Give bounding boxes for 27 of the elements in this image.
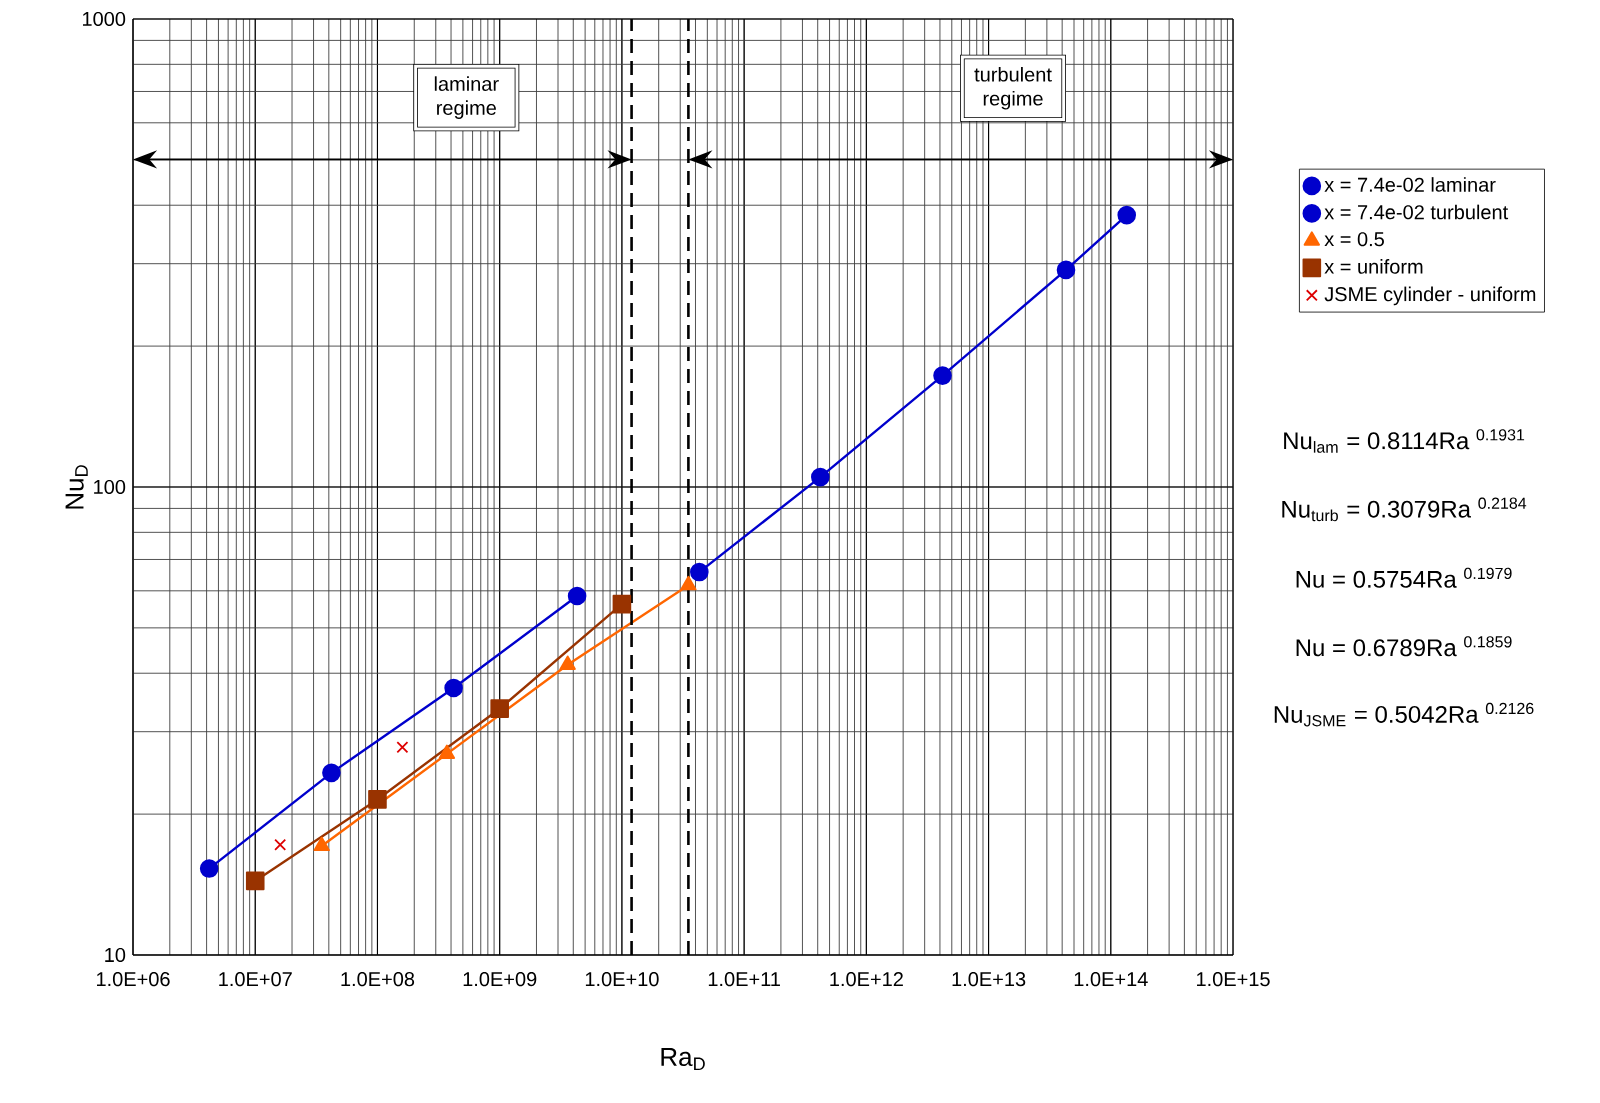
legend-label: JSME cylinder - uniform: [1324, 286, 1536, 306]
y-tick-label: 1000: [82, 11, 126, 27]
x-tick-label: 1.0E+14: [1074, 972, 1148, 987]
text: Nu = 0.6789Ra $^{0.1859}$: [1296, 636, 1512, 657]
y-tick-label: 10: [105, 947, 126, 963]
x-tick-label: 1.0E+10: [585, 972, 659, 987]
text: Nu$_{lam}$ = 0.8114Ra $^{0.1931}$: [1284, 429, 1525, 453]
x-tick-label: 1.0E+11: [708, 972, 780, 987]
legend-label: x = 7.4e-02 laminar: [1324, 177, 1496, 192]
y-axis-title: Nu$_{D}$: [65, 465, 88, 509]
x-tick-label: 1.0E+09: [463, 972, 537, 987]
x-tick-label: 1.0E+12: [830, 972, 903, 987]
annotation: turbulent regime: [974, 66, 1052, 110]
legend-label: x = 0.5: [1324, 232, 1384, 247]
text: Nu$_{JSME}$ = 0.5042Ra $^{0.2126}$: [1274, 702, 1534, 727]
legend-label: x = 7.4e-02 turbulent: [1324, 204, 1509, 220]
x-tick-label: 1.0E+13: [952, 972, 1026, 987]
x-tick-label: 1.0E+08: [341, 972, 415, 987]
x-tick-label: 1.0E+15: [1197, 972, 1270, 987]
y-tick-label: 100: [94, 479, 126, 495]
x-axis-title: Ra$_{D}$: [661, 1047, 705, 1071]
x-tick-label: 1.0E+06: [97, 972, 170, 987]
annotation: laminar regime: [434, 76, 499, 119]
text: Nu = 0.5754Ra $^{0.1979}$: [1296, 567, 1512, 588]
text: Nu$_{turb}$ = 0.3079Ra $^{0.2184}$: [1282, 497, 1527, 522]
legend-label: x = uniform: [1324, 259, 1423, 274]
x-tick-label: 1.0E+07: [219, 972, 292, 987]
